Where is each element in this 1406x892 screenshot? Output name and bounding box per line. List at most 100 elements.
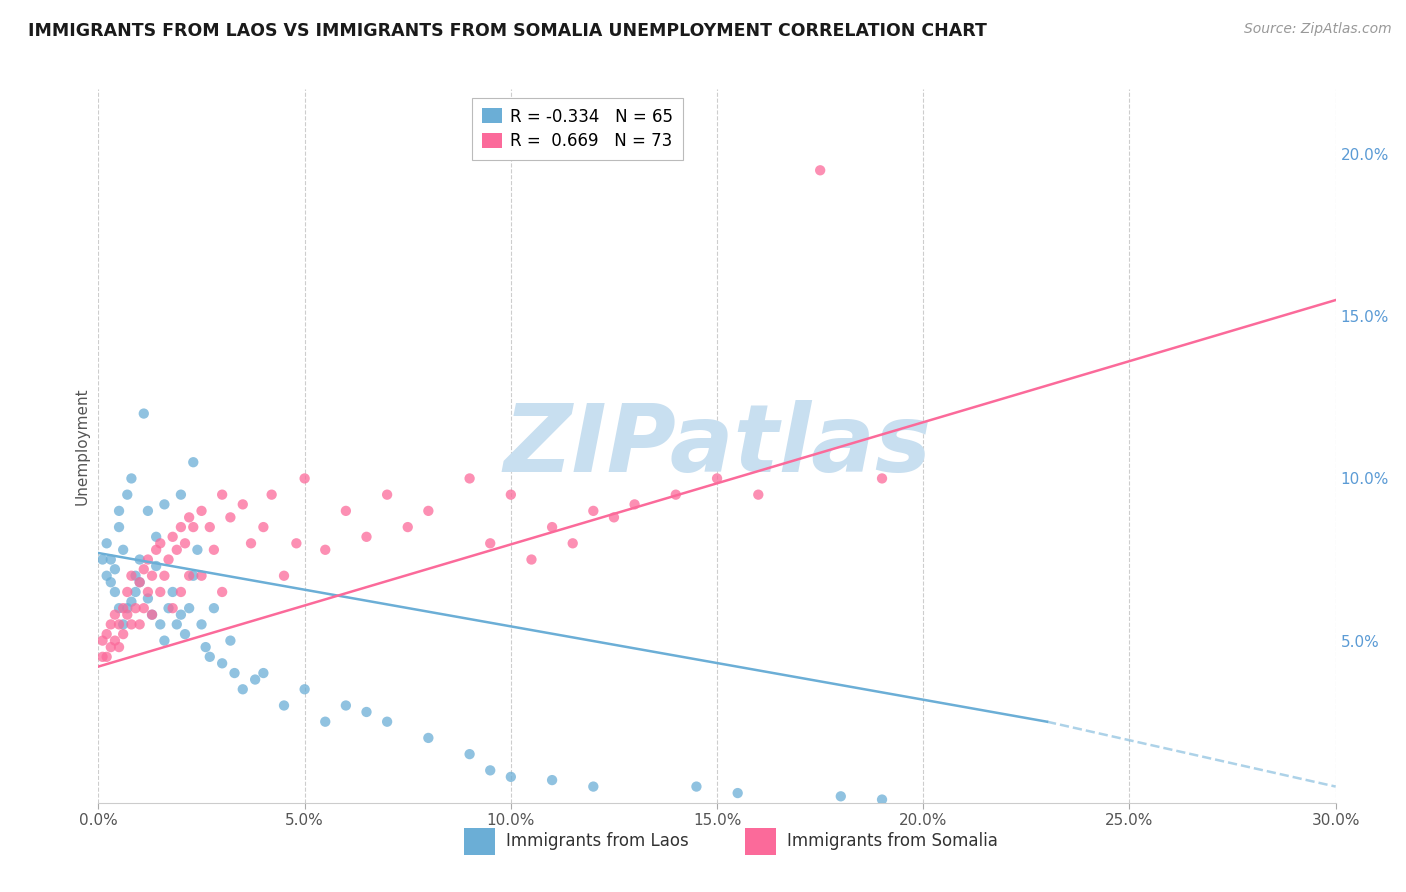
Point [211,585,233,599]
Point [145,542,167,557]
Point [211,657,233,671]
Point [181,455,204,469]
Point [112,627,135,641]
Point [162,601,184,615]
Point [198,520,221,534]
Point [124,585,146,599]
Point [194,640,217,654]
Point [499,770,522,784]
Point [104,562,127,576]
Point [260,488,283,502]
Point [132,562,155,576]
Point [219,633,242,648]
Point [157,601,180,615]
Point [149,617,172,632]
Point [128,575,150,590]
Point [96,627,118,641]
Point [96,536,118,550]
Point [190,504,212,518]
Point [91,552,114,566]
Point [100,552,122,566]
Point [623,497,645,511]
Point [108,640,131,654]
Point [145,559,167,574]
Point [166,617,188,632]
Point [179,601,201,615]
Legend: R = -0.334   N = 65, R =  0.669   N = 73: R = -0.334 N = 65, R = 0.669 N = 73 [472,97,683,161]
Point [870,471,893,485]
Point [830,789,852,804]
Point [120,595,142,609]
Point [219,510,242,524]
Point [120,568,142,582]
Point [104,607,127,622]
Point [157,552,180,566]
Point [117,585,139,599]
Text: Immigrants from Somalia: Immigrants from Somalia [787,832,998,850]
Point [108,504,131,518]
Point [294,682,316,697]
Point [149,585,172,599]
Point [112,601,135,615]
Point [232,682,254,697]
Point [104,585,127,599]
Point [418,504,440,518]
Point [285,536,308,550]
Point [170,520,193,534]
Point [356,530,378,544]
Point [243,673,266,687]
Point [186,542,208,557]
Point [335,504,357,518]
Point [458,747,481,761]
Point [396,520,419,534]
Point [181,568,204,582]
Point [335,698,357,713]
Point [582,780,605,794]
Point [91,633,114,648]
Point [685,780,707,794]
Text: Source: ZipAtlas.com: Source: ZipAtlas.com [1244,22,1392,37]
Point [479,536,502,550]
Point [190,617,212,632]
Point [166,542,188,557]
Point [727,786,749,800]
Point [252,520,274,534]
Point [120,471,142,485]
Point [162,585,184,599]
Point [561,536,583,550]
Point [541,520,564,534]
Point [141,607,163,622]
Text: ZIPatlas: ZIPatlas [503,400,931,492]
Point [273,698,295,713]
Point [149,536,172,550]
Point [100,575,122,590]
Point [96,649,118,664]
Point [174,627,197,641]
Point [136,552,159,566]
Point [108,617,131,632]
Point [541,773,564,788]
Point [375,714,398,729]
Point [112,542,135,557]
Point [179,510,201,524]
Point [202,542,225,557]
Point [174,536,197,550]
Point [100,617,122,632]
Point [153,568,176,582]
Point [128,575,150,590]
Point [179,568,201,582]
Text: Immigrants from Laos: Immigrants from Laos [506,832,689,850]
Point [108,520,131,534]
Point [418,731,440,745]
Point [120,617,142,632]
Point [128,617,150,632]
Point [314,714,336,729]
Point [224,666,246,681]
Point [108,601,131,615]
Point [124,601,146,615]
Point [479,764,502,778]
Point [112,617,135,632]
Point [136,585,159,599]
Point [273,568,295,582]
Point [100,640,122,654]
